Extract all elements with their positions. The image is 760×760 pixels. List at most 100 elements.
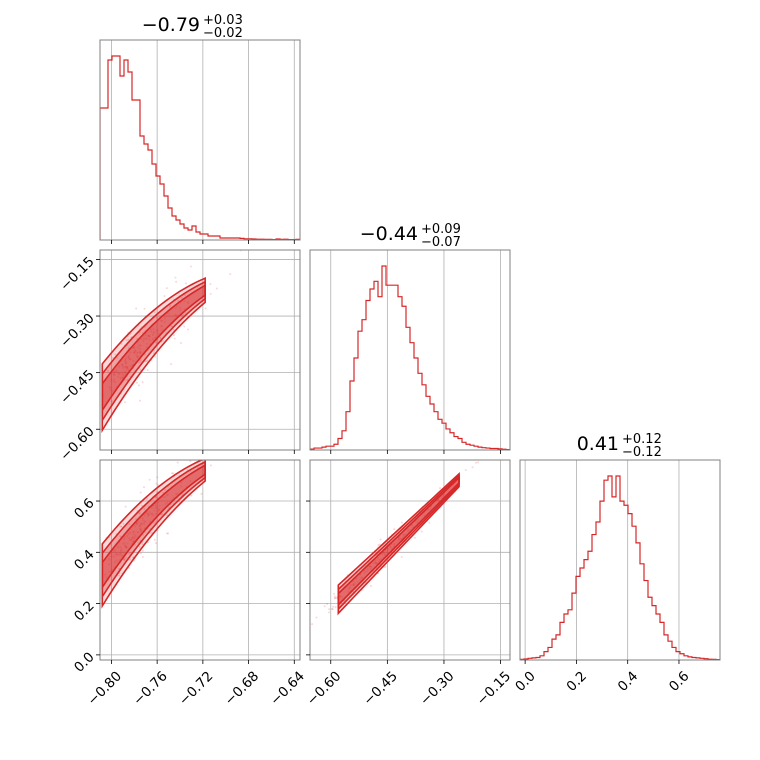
sample-point bbox=[387, 547, 390, 550]
sample-point bbox=[349, 583, 352, 586]
sample-point bbox=[155, 316, 158, 319]
sample-point bbox=[143, 520, 146, 523]
sample-point bbox=[147, 334, 150, 337]
sample-point bbox=[119, 377, 122, 380]
sample-point bbox=[160, 325, 163, 328]
sample-point bbox=[142, 486, 145, 489]
sample-point bbox=[139, 360, 142, 363]
sample-point bbox=[142, 522, 145, 525]
sample-point bbox=[112, 549, 115, 552]
sample-point bbox=[383, 553, 386, 556]
sample-point bbox=[126, 379, 129, 382]
sample-point bbox=[175, 305, 178, 308]
sample-point bbox=[134, 524, 137, 527]
title-param-1: −0.79 bbox=[142, 14, 200, 36]
sample-point bbox=[411, 524, 414, 527]
sample-point bbox=[133, 352, 136, 355]
sample-point bbox=[209, 292, 212, 295]
sample-point bbox=[125, 546, 128, 549]
sample-point bbox=[119, 535, 122, 538]
sample-point bbox=[183, 325, 186, 328]
sample-point bbox=[126, 366, 129, 369]
sample-point bbox=[124, 505, 127, 508]
sample-point bbox=[124, 357, 127, 360]
sample-point bbox=[175, 314, 178, 317]
sample-point bbox=[389, 545, 392, 548]
y-tick-label: −0.30 bbox=[57, 310, 98, 351]
sample-point bbox=[105, 576, 108, 579]
sample-point bbox=[121, 542, 124, 545]
sample-point bbox=[155, 482, 158, 485]
sample-point bbox=[141, 517, 144, 520]
sample-point bbox=[397, 539, 400, 542]
contours-2-1 bbox=[101, 276, 206, 434]
sample-point bbox=[132, 346, 135, 349]
sample-point bbox=[152, 514, 155, 517]
sample-point bbox=[148, 338, 151, 341]
sample-point bbox=[154, 513, 157, 516]
sample-point bbox=[128, 567, 131, 570]
sample-point bbox=[141, 381, 144, 384]
sample-point bbox=[136, 346, 139, 349]
sample-point bbox=[171, 472, 174, 475]
sample-point bbox=[127, 532, 130, 535]
sample-point bbox=[128, 539, 131, 542]
sample-point bbox=[121, 365, 124, 368]
sample-point bbox=[340, 596, 343, 599]
sample-point bbox=[475, 461, 478, 464]
sample-point bbox=[333, 595, 336, 598]
sample-point bbox=[123, 557, 126, 560]
sample-point bbox=[139, 352, 142, 355]
sample-point bbox=[144, 337, 147, 340]
sample-point bbox=[131, 536, 134, 539]
sample-point bbox=[174, 276, 177, 279]
sample-point bbox=[170, 363, 173, 366]
sample-point bbox=[378, 558, 381, 561]
x-tick-label: −0.72 bbox=[176, 668, 217, 709]
sample-point bbox=[154, 496, 157, 499]
sample-point bbox=[389, 546, 392, 549]
sample-point bbox=[177, 299, 180, 302]
sample-point bbox=[400, 521, 403, 524]
sample-point bbox=[397, 538, 400, 541]
sample-point bbox=[121, 555, 124, 558]
sample-point bbox=[393, 528, 396, 531]
sample-point bbox=[123, 374, 126, 377]
sample-point bbox=[153, 521, 156, 524]
sample-point bbox=[115, 370, 118, 373]
sample-point bbox=[187, 302, 190, 305]
sample-point bbox=[204, 307, 207, 310]
sample-point bbox=[477, 461, 480, 464]
sample-point bbox=[137, 541, 140, 544]
sample-point bbox=[129, 364, 132, 367]
x-tick-label: 0.0 bbox=[512, 668, 539, 695]
sample-point bbox=[154, 542, 157, 545]
sample-point bbox=[154, 507, 157, 510]
sample-point bbox=[166, 514, 169, 517]
sample-point bbox=[180, 485, 183, 488]
sample-point bbox=[114, 381, 117, 384]
panel-2-1 bbox=[102, 250, 242, 404]
sample-point bbox=[163, 317, 166, 320]
contour-layer bbox=[101, 276, 460, 616]
scatter-layer bbox=[102, 250, 480, 626]
y-tick-label: 0.2 bbox=[71, 598, 98, 625]
title-param-1-minus: −0.02 bbox=[203, 26, 243, 41]
sample-point bbox=[138, 344, 141, 347]
sample-point bbox=[148, 511, 151, 514]
sample-point bbox=[124, 401, 127, 404]
sample-point bbox=[352, 584, 355, 587]
sample-point bbox=[113, 555, 116, 558]
sample-point bbox=[158, 504, 161, 507]
sample-point bbox=[333, 597, 336, 600]
x-tick-label: −0.45 bbox=[360, 668, 401, 709]
sample-point bbox=[135, 522, 138, 525]
sample-point bbox=[146, 369, 149, 372]
sample-point bbox=[124, 365, 127, 368]
sample-point bbox=[155, 496, 158, 499]
sample-point bbox=[139, 525, 142, 528]
sample-point bbox=[381, 553, 384, 556]
sample-point bbox=[129, 558, 132, 561]
sample-point bbox=[353, 582, 356, 585]
y-tick-label: 0.6 bbox=[71, 495, 98, 522]
